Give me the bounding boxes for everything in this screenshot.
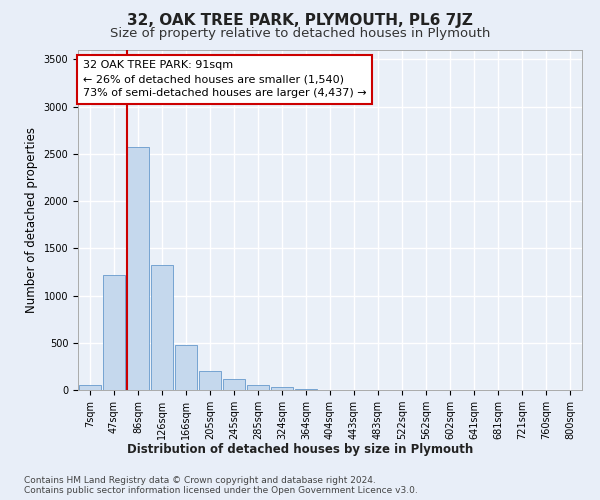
Bar: [271, 387, 293, 390]
Bar: [223, 379, 245, 390]
Text: Distribution of detached houses by size in Plymouth: Distribution of detached houses by size …: [127, 442, 473, 456]
Text: Contains HM Land Registry data © Crown copyright and database right 2024.
Contai: Contains HM Land Registry data © Crown c…: [24, 476, 418, 495]
Text: Size of property relative to detached houses in Plymouth: Size of property relative to detached ho…: [110, 28, 490, 40]
Bar: [127, 148, 149, 390]
Text: 32, OAK TREE PARK, PLYMOUTH, PL6 7JZ: 32, OAK TREE PARK, PLYMOUTH, PL6 7JZ: [127, 12, 473, 28]
Text: 32 OAK TREE PARK: 91sqm
← 26% of detached houses are smaller (1,540)
73% of semi: 32 OAK TREE PARK: 91sqm ← 26% of detache…: [83, 60, 367, 98]
Y-axis label: Number of detached properties: Number of detached properties: [25, 127, 38, 313]
Bar: [79, 386, 101, 390]
Bar: [151, 266, 173, 390]
Bar: [295, 389, 317, 390]
Bar: [199, 371, 221, 390]
Bar: [247, 386, 269, 390]
Bar: [103, 275, 125, 390]
Bar: [175, 344, 197, 390]
